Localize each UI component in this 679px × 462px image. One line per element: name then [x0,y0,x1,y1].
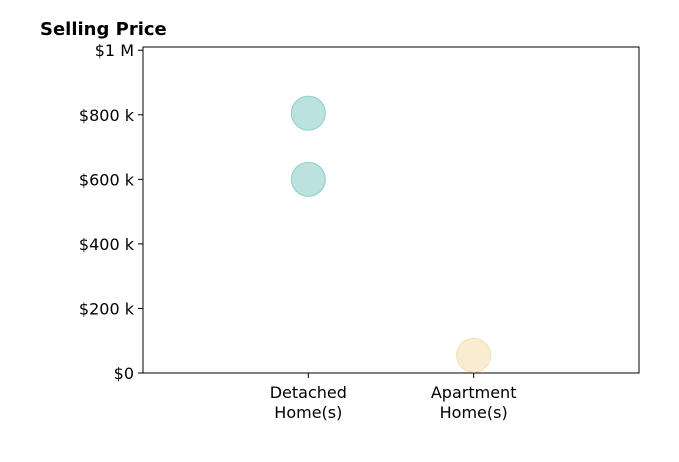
x-tick-label: Apartment Home(s) [431,383,517,422]
y-tick-label: $1 M [95,41,134,60]
chart-title: Selling Price [40,19,167,40]
data-points [290,95,492,373]
plot-area-frame [142,46,640,374]
x-axis: Detached Home(s) Apartment Home(s) [270,373,517,422]
y-tick-label: $800 k [79,106,135,125]
y-axis: $0 $200 k $400 k $600 k $800 k $1 M [79,41,143,383]
data-point [290,161,326,197]
data-point [456,337,492,373]
y-tick-label: $200 k [79,299,135,318]
y-tick-label: $0 [114,364,134,383]
y-tick-label: $600 k [79,170,135,189]
x-tick-label: Detached Home(s) [270,383,347,422]
data-point [290,95,326,131]
y-tick-label: $400 k [79,235,135,254]
